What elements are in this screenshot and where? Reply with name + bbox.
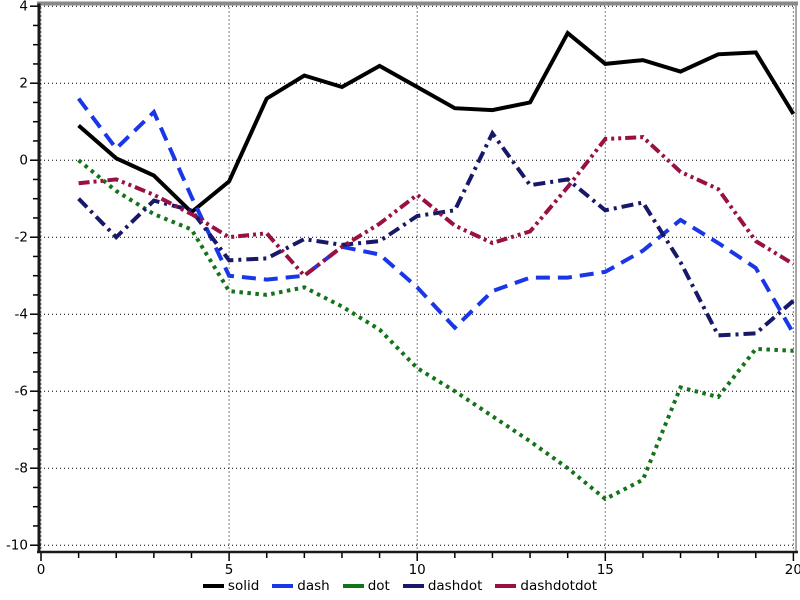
y-tick-label: 0: [19, 153, 28, 169]
series-line-solid: [77, 30, 796, 215]
series-line-dashdotdot: [78, 135, 795, 279]
legend-item-dashdotdot: dashdotdot: [495, 578, 597, 594]
legend-label: dot: [367, 578, 390, 594]
y-tick-label: 2: [19, 76, 28, 92]
y-tick-label: -4: [15, 307, 28, 323]
legend-swatch-dash: [272, 584, 294, 588]
y-tick-label: -2: [15, 230, 28, 246]
series-line-dash: [77, 97, 796, 335]
x-tick-label: 10: [409, 562, 426, 578]
legend-item-solid: solid: [202, 578, 260, 594]
legend-swatch-dashdotdot: [495, 584, 517, 588]
x-tick-label: 20: [785, 562, 800, 578]
y-tick-label: -8: [15, 461, 28, 477]
legend-label: dashdot: [427, 578, 483, 594]
series-line-dashdot: [77, 129, 795, 338]
legend-swatch-solid: [202, 584, 224, 588]
x-tick-label: 0: [37, 562, 46, 578]
legend-item-dash: dash: [272, 578, 330, 594]
legend-item-dashdot: dashdot: [402, 578, 483, 594]
series-line-dot: [77, 158, 794, 502]
legend-item-dot: dot: [342, 578, 390, 594]
x-tick-label: 5: [225, 562, 234, 578]
legend-swatch-dashdot: [402, 584, 424, 588]
legend-label: dash: [297, 578, 330, 594]
legend-swatch-dot: [342, 584, 364, 588]
legend-label: dashdotdot: [520, 578, 598, 594]
y-tick-label: -6: [15, 384, 28, 400]
x-tick-label: 15: [597, 562, 614, 578]
legend-label: solid: [227, 578, 260, 594]
chart-legend: solid dash dot dashdot dashdotdot: [0, 576, 800, 596]
y-tick-label: 4: [19, 0, 28, 15]
y-tick-label: -10: [6, 538, 28, 554]
